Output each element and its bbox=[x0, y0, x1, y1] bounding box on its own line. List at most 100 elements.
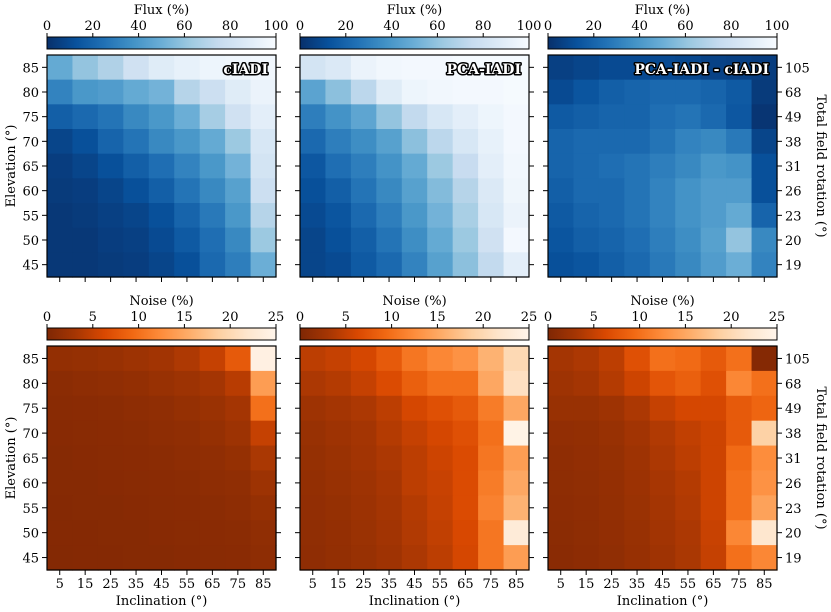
heatmap-cell bbox=[624, 104, 651, 130]
heatmap-cell bbox=[72, 370, 99, 397]
heatmap-cell bbox=[700, 470, 727, 496]
heatmap-cell bbox=[97, 104, 124, 130]
heatmap-cell bbox=[225, 420, 252, 447]
heatmap-cell bbox=[726, 55, 753, 81]
heatmap-cell bbox=[624, 520, 651, 546]
heatmap-cell bbox=[250, 470, 277, 496]
heatmap-cell bbox=[548, 227, 575, 253]
heatmap-cell bbox=[401, 370, 428, 397]
heatmap-cell bbox=[72, 203, 99, 229]
heatmap-cell bbox=[72, 445, 99, 472]
heatmap-cell bbox=[573, 178, 600, 204]
y-tick-label: 50 bbox=[22, 527, 39, 542]
heatmap-cell bbox=[174, 470, 201, 496]
heatmap-cell bbox=[427, 227, 454, 253]
heatmap-cell bbox=[503, 395, 530, 422]
x-tick-label: 25 bbox=[603, 577, 620, 592]
heatmap-cell bbox=[123, 252, 150, 278]
heatmap-cell bbox=[649, 370, 676, 397]
heatmap-cell bbox=[250, 153, 277, 179]
heatmap-cell bbox=[452, 227, 479, 253]
heatmap-cell bbox=[427, 153, 454, 179]
heatmap-cell bbox=[401, 104, 428, 130]
heatmap-panel: Flux (%)0 20 40 60 80 100cIADIcIADI8580757065… bbox=[4, 3, 288, 282]
heatmap-cell bbox=[225, 178, 252, 204]
heatmap-cell bbox=[174, 445, 201, 472]
heatmap-cell bbox=[148, 545, 175, 571]
heatmap-cell bbox=[726, 178, 753, 204]
heatmap-cell bbox=[751, 420, 778, 447]
heatmap-cell bbox=[97, 445, 124, 472]
heatmap-cell bbox=[452, 153, 479, 179]
heatmap-cell bbox=[401, 395, 428, 422]
heatmap-cell bbox=[325, 520, 352, 546]
y2-axis-label: Total field rotation (°) bbox=[813, 94, 828, 237]
colorbar bbox=[547, 36, 778, 50]
heatmap-cell bbox=[700, 227, 727, 253]
x-tick-label: 75 bbox=[483, 577, 500, 592]
heatmap-cell bbox=[503, 55, 530, 81]
heatmap-cell bbox=[573, 520, 600, 546]
heatmap-cell bbox=[225, 227, 252, 253]
y-tick-label: 55 bbox=[22, 502, 39, 517]
heatmap-cell bbox=[478, 79, 505, 105]
heatmap-cell bbox=[452, 420, 479, 447]
heatmap-cell bbox=[225, 545, 252, 571]
heatmap-cell bbox=[700, 520, 727, 546]
heatmap-cell bbox=[148, 445, 175, 472]
heatmap-cell bbox=[452, 129, 479, 155]
heatmap-cell bbox=[148, 55, 175, 81]
heatmap-cell bbox=[72, 420, 99, 447]
x-tick-label: 85 bbox=[255, 577, 272, 592]
heatmap-cell bbox=[675, 252, 702, 278]
heatmap-cell bbox=[427, 346, 454, 372]
heatmap-cell bbox=[401, 227, 428, 253]
heatmap-cell bbox=[123, 203, 150, 229]
y2-tick-label: 49 bbox=[785, 111, 802, 126]
heatmap-cell bbox=[573, 470, 600, 496]
colorbar-tick-label: 0 bbox=[43, 19, 51, 34]
heatmap-cell bbox=[225, 104, 252, 130]
heatmap-cell bbox=[376, 79, 403, 105]
heatmap-cell bbox=[350, 79, 377, 105]
heatmap-cell bbox=[478, 420, 505, 447]
heatmap-cell bbox=[350, 178, 377, 204]
y2-tick-label: 38 bbox=[785, 135, 802, 150]
heatmap-cell bbox=[573, 79, 600, 105]
heatmap-cell bbox=[478, 153, 505, 179]
heatmap-cell bbox=[300, 153, 327, 179]
heatmap-cell bbox=[675, 129, 702, 155]
heatmap-cell bbox=[548, 495, 575, 521]
colorbar-tick-label: 60 bbox=[429, 19, 446, 34]
heatmap-cell bbox=[478, 346, 505, 372]
heatmap-cell bbox=[649, 227, 676, 253]
heatmap-cell bbox=[199, 346, 226, 372]
panel-title-outline: PCA-IADI - cIADI bbox=[634, 62, 769, 78]
heatmap-cell bbox=[250, 129, 277, 155]
heatmap-cell bbox=[97, 227, 124, 253]
heatmap-cell bbox=[573, 153, 600, 179]
heatmap-cell bbox=[548, 346, 575, 372]
heatmap-cell bbox=[573, 252, 600, 278]
heatmap-cell bbox=[503, 129, 530, 155]
heatmap-cell bbox=[675, 520, 702, 546]
heatmap-cell bbox=[700, 153, 727, 179]
heatmap-cell bbox=[427, 252, 454, 278]
y-tick-label: 75 bbox=[22, 111, 39, 126]
heatmap-cell bbox=[548, 104, 575, 130]
heatmap-cell bbox=[47, 395, 74, 422]
heatmap-cell bbox=[700, 55, 727, 81]
colorbar-tick-label: 5 bbox=[342, 310, 350, 325]
heatmap-cell bbox=[350, 545, 377, 571]
colorbar-tick-label: 100 bbox=[765, 19, 790, 34]
heatmap-cell bbox=[503, 495, 530, 521]
heatmap-cell bbox=[174, 420, 201, 447]
colorbar-tick-label: 40 bbox=[383, 19, 400, 34]
heatmap-cell bbox=[726, 153, 753, 179]
heatmap-cell bbox=[478, 470, 505, 496]
heatmap-cell bbox=[300, 178, 327, 204]
heatmap-cell bbox=[250, 252, 277, 278]
heatmap-cell bbox=[199, 495, 226, 521]
colorbar-tick-label: 80 bbox=[475, 19, 492, 34]
